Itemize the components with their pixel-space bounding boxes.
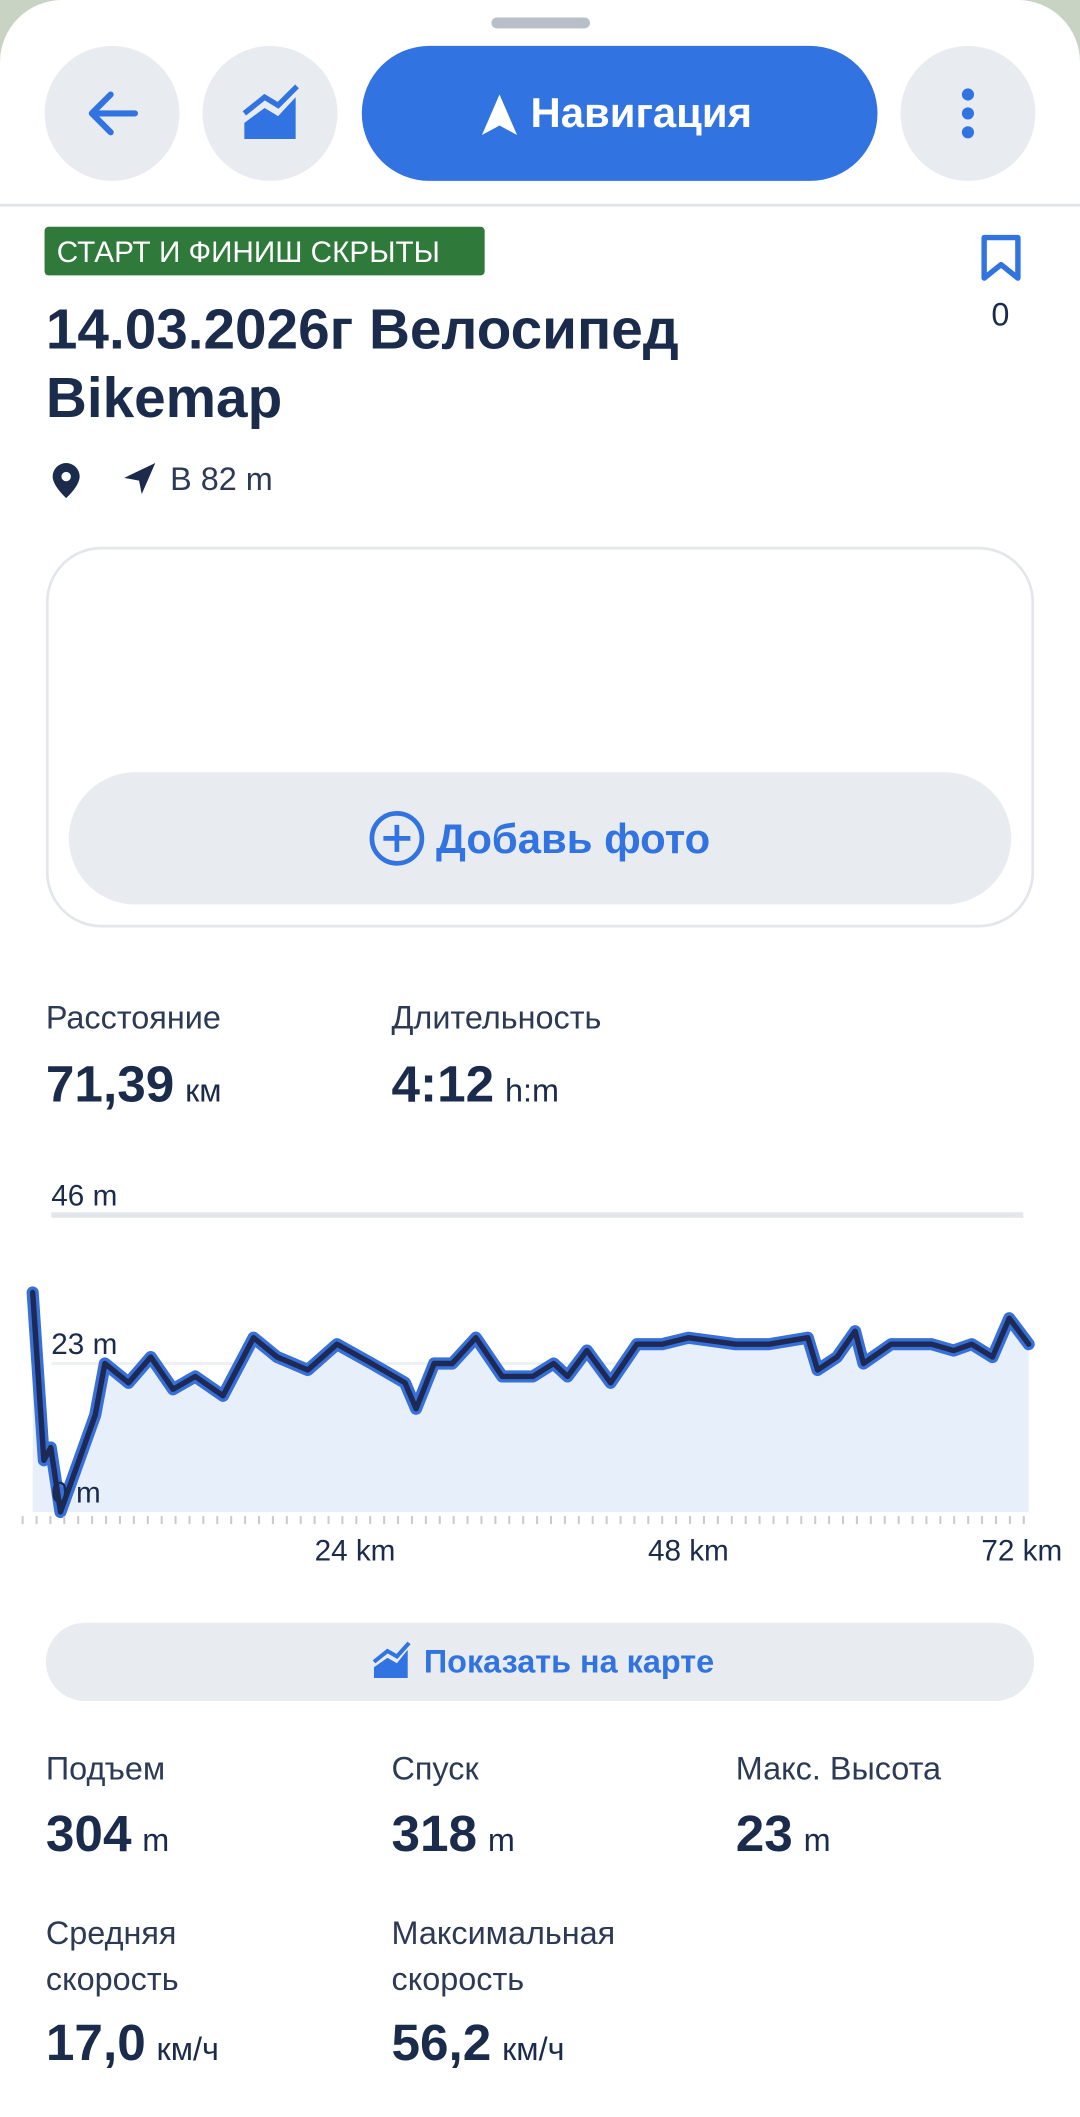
add-photo-label[interactable]: Добавь фото bbox=[436, 815, 710, 862]
stat-value: 4:12 h:m bbox=[392, 1056, 559, 1113]
badge bbox=[44, 226, 485, 276]
stat-unit: m bbox=[804, 1822, 831, 1858]
stat-value: 318 m bbox=[392, 1805, 515, 1862]
stat-value: 17,0 км/ч bbox=[46, 2014, 219, 2071]
y-tick-label: 0 m bbox=[51, 1477, 101, 1510]
bookmark-icon[interactable] bbox=[981, 234, 1021, 281]
back-button[interactable] bbox=[44, 45, 180, 181]
direction-icon bbox=[124, 463, 156, 495]
stat-number: 17,0 bbox=[46, 2014, 146, 2071]
y-tick-label: 46 m bbox=[51, 1180, 117, 1213]
show-on-map-button[interactable]: Показать на карте bbox=[45, 1622, 1035, 1701]
stat-number: 4:12 bbox=[392, 1056, 495, 1113]
more-button[interactable] bbox=[900, 45, 1036, 181]
stat-value: 56,2 км/ч bbox=[392, 2014, 565, 2071]
stat-label: Макс. Высота bbox=[736, 1750, 942, 1786]
stat-unit: m bbox=[488, 1822, 515, 1858]
stat-number: 23 bbox=[736, 1805, 793, 1862]
stat-unit: m bbox=[142, 1822, 169, 1858]
x-tick-label: 72 km bbox=[981, 1535, 1062, 1568]
stat-label: Спуск bbox=[392, 1750, 480, 1786]
stat-label: Средняя bbox=[46, 1915, 177, 1951]
badge-text: СТАРТ И ФИНИШ СКРЫТЫ bbox=[57, 236, 440, 269]
elevation-line bbox=[29, 1289, 1032, 1515]
stat-value: 304 m bbox=[46, 1805, 169, 1862]
location: В 82 m bbox=[170, 461, 273, 497]
stat-label: Подъем bbox=[46, 1750, 165, 1786]
drag-handle[interactable] bbox=[491, 17, 590, 29]
y-tick-label: 23 m bbox=[51, 1328, 117, 1361]
show-on-map-label[interactable]: Показать на карте bbox=[424, 1644, 714, 1680]
stat-label: скорость bbox=[392, 1961, 525, 1997]
stat-number: 56,2 bbox=[392, 2014, 492, 2071]
x-tick-label: 48 km bbox=[648, 1535, 729, 1568]
stat-label: скорость bbox=[46, 1961, 179, 1997]
add-photo-button[interactable]: Добавь фото bbox=[68, 772, 1012, 905]
stat-unit: км/ч bbox=[157, 2031, 219, 2067]
stat-label: Длительность bbox=[392, 1000, 602, 1036]
stat-label: Расстояние bbox=[46, 1000, 221, 1036]
route-title: 14.03.2026г Велосипед bbox=[46, 298, 679, 361]
stat-unit: км bbox=[185, 1073, 221, 1109]
stat-number: 304 bbox=[46, 1805, 132, 1862]
navigation-button[interactable]: Навигация bbox=[361, 45, 878, 181]
x-tick-label: 24 km bbox=[315, 1535, 396, 1568]
stat-number: 71,39 bbox=[46, 1056, 174, 1113]
stat-unit: h:m bbox=[505, 1073, 559, 1109]
stat-label: Максимальная bbox=[392, 1915, 616, 1951]
navigation-label[interactable]: Навигация bbox=[531, 89, 753, 136]
stat-unit: км/ч bbox=[502, 2031, 564, 2067]
route-title: Bikemap bbox=[46, 367, 282, 430]
stat-value: 23 m bbox=[736, 1805, 831, 1862]
bookmark-count: 0 bbox=[991, 296, 1009, 332]
stat-number: 318 bbox=[392, 1805, 478, 1862]
divider bbox=[0, 203, 1080, 207]
stat-value: 71,39 км bbox=[46, 1056, 222, 1113]
elevation-button[interactable] bbox=[202, 45, 338, 181]
